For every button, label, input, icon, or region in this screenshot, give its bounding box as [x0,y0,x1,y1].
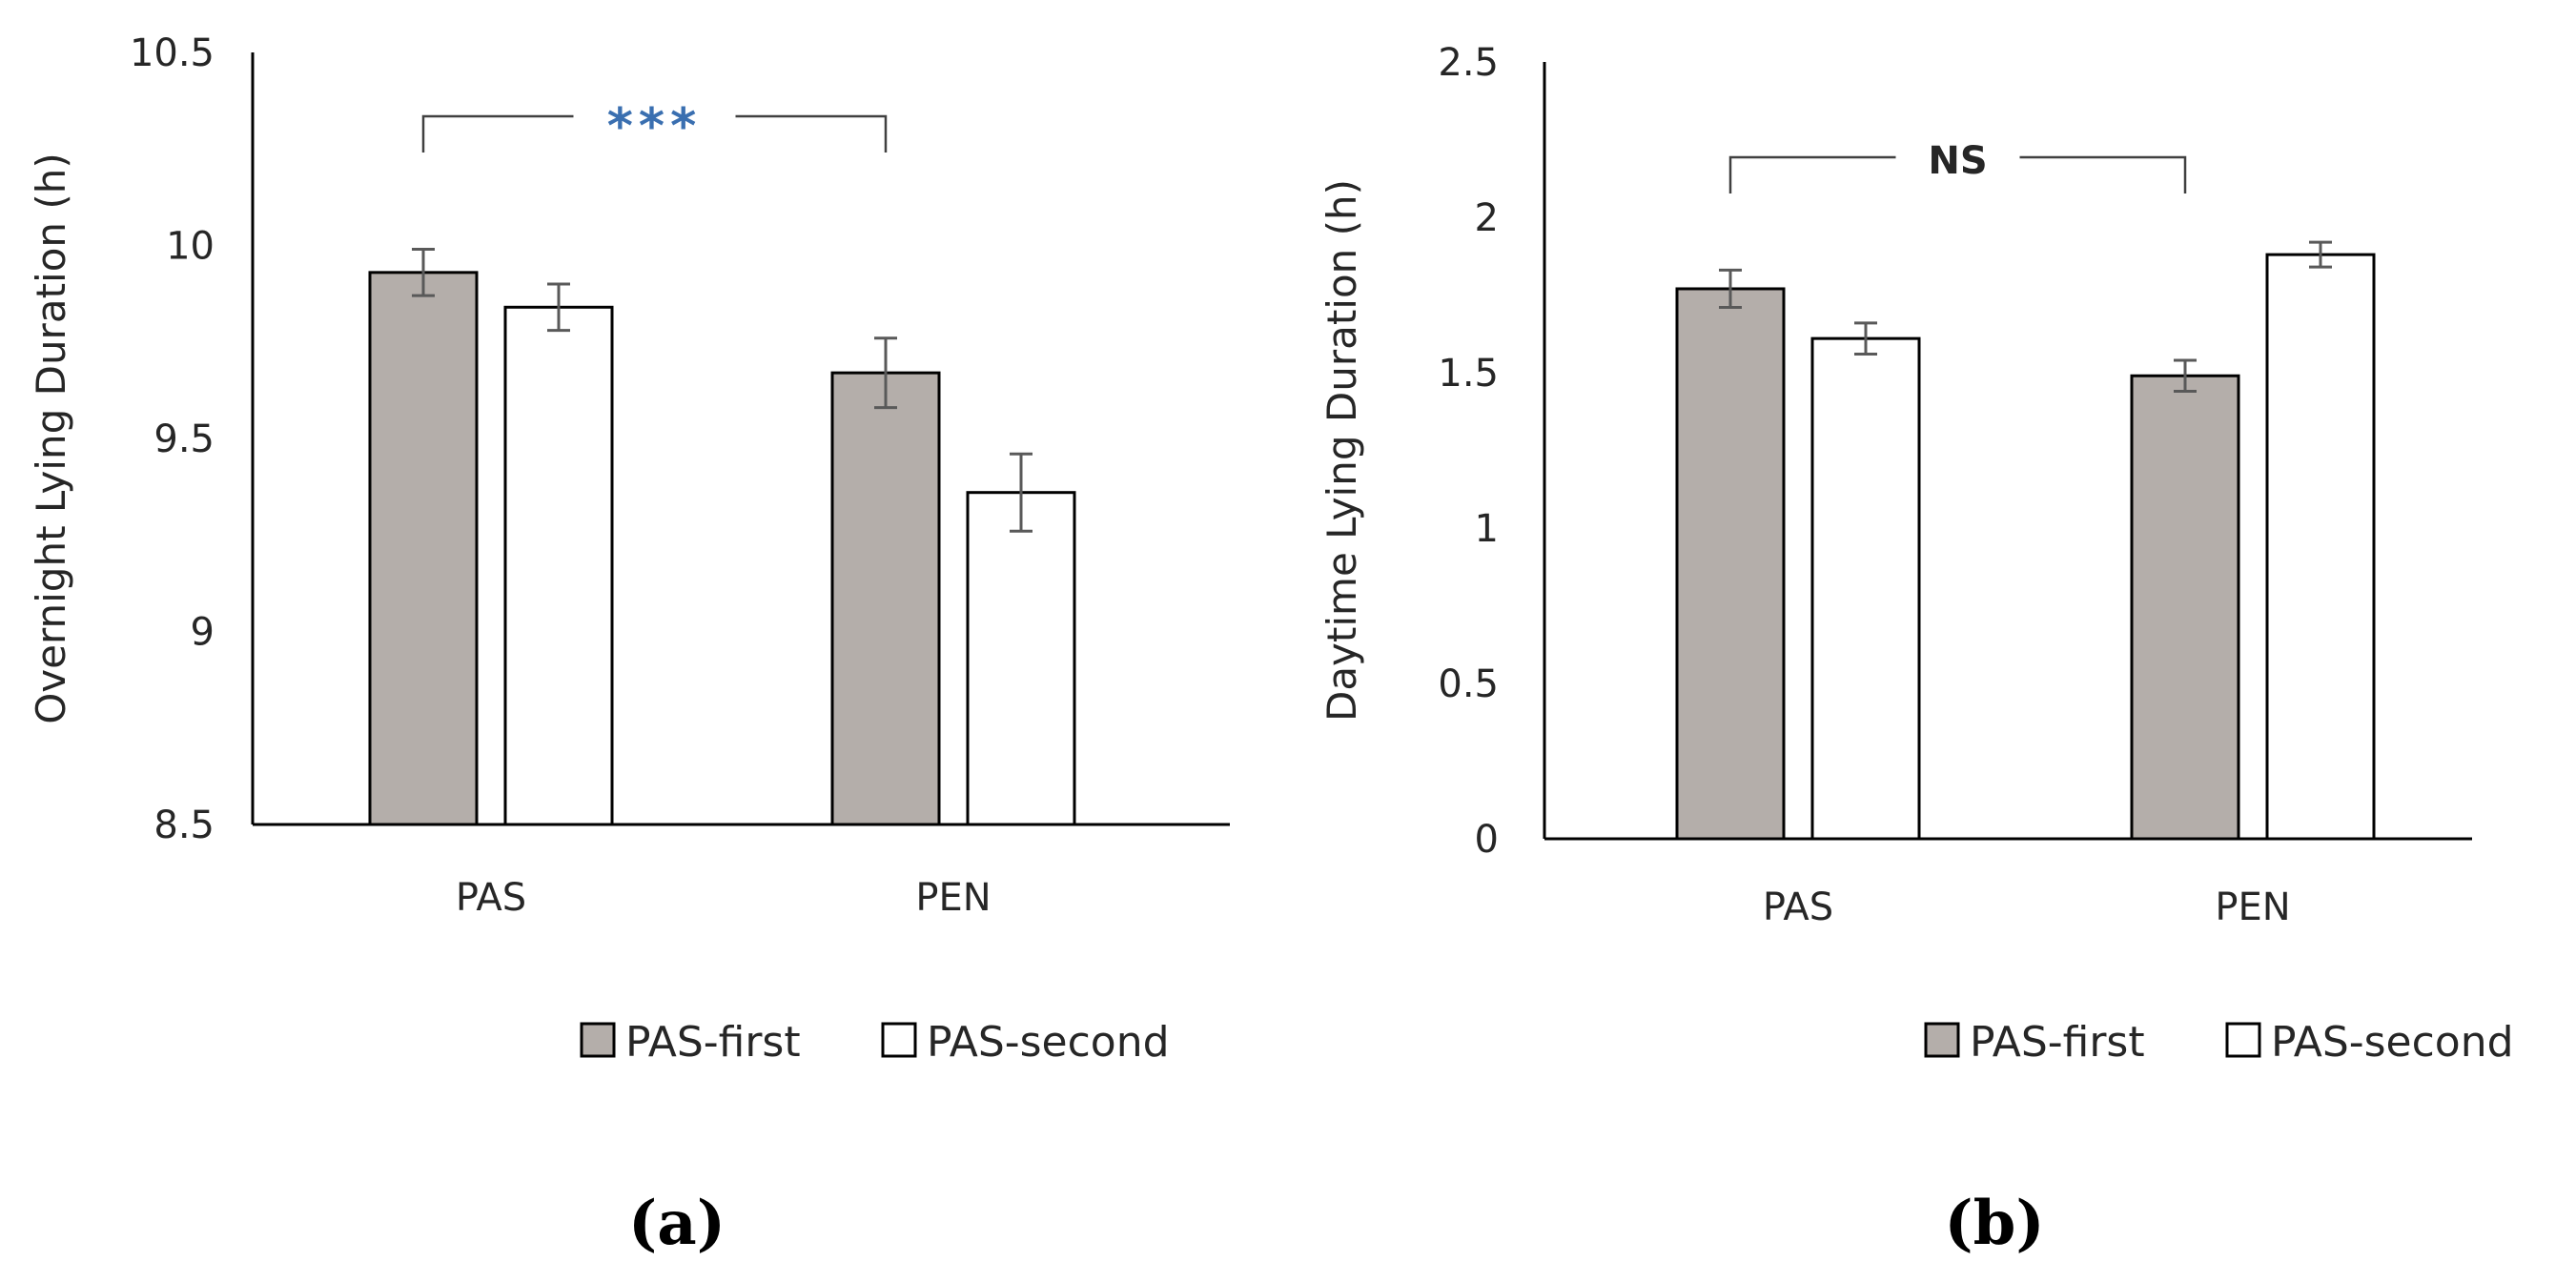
x-category-label: PAS [456,876,526,920]
chart-panel-b: 0 0.5 1 1.5 2 2.5 Daytime Lying Duration (h) PA… [1319,41,2514,1259]
legend-label: PAS-second [927,1018,1170,1067]
y-tick-label: 9.5 [153,417,215,461]
significance-label: *** [607,98,703,155]
legend-label: PAS-first [1970,1018,2145,1067]
legend-swatch [2225,1022,2261,1058]
legend-label: PAS-first [625,1018,801,1067]
x-category-label: PEN [915,876,991,920]
y-tick-label: 1.5 [1438,352,1499,396]
bar-pas-second-pas [503,305,614,826]
x-category-label: PEN [2215,885,2290,929]
y-axis-title: Daytime Lying Duration (h) [1319,179,1365,722]
y-tick-label: 0 [1475,818,1499,862]
y-tick-label: 10 [166,225,215,269]
y-tick-label: 0.5 [1438,662,1499,706]
bar-pas-second-pen [2265,253,2376,841]
y-tick-label: 1 [1475,507,1499,551]
panel-label: (a) [628,1188,726,1259]
legend-swatch [881,1022,917,1058]
significance-bracket-right [2019,155,2187,193]
bar-pas-first-pas [368,271,479,826]
panel-label: (b) [1944,1188,2044,1259]
significance-bracket-left [421,114,574,153]
significance-bracket-right [735,114,888,153]
bar-pas-first-pen [2130,374,2240,841]
significance-label: NS [1928,139,1987,183]
y-tick-label: 9 [191,611,215,655]
bar-pas-second-pen [966,491,1076,826]
significance-bracket-left [1728,155,1896,193]
legend-label: PAS-second [2271,1018,2514,1067]
bar-pas-first-pen [830,371,941,826]
bar-pas-second-pas [1810,336,1921,841]
legend-swatch [1924,1022,1960,1058]
legend-swatch [580,1022,616,1058]
x-category-label: PAS [1763,885,1833,929]
y-tick-label: 2 [1475,196,1499,240]
y-axis-title: Overnight Lying Duration (h) [28,153,74,724]
y-tick-label: 8.5 [153,804,215,847]
chart-panel-a: 8.5 9 9.5 10 10.5 Overnight Lying Duration (h… [28,31,1230,1259]
bar-pas-first-pas [1675,287,1786,841]
y-tick-label: 2.5 [1438,41,1499,85]
y-tick-label: 10.5 [130,31,215,75]
